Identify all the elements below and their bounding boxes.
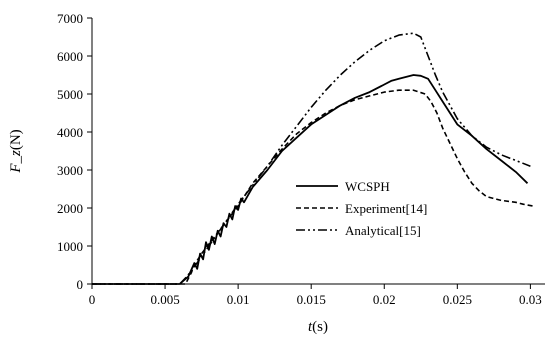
y-tick-label: 1000 <box>57 239 83 254</box>
y-tick-label: 2000 <box>57 201 83 216</box>
legend-label: Analytical[15] <box>345 223 421 238</box>
x-tick-label: 0.01 <box>227 292 250 307</box>
x-tick-label: 0.005 <box>150 292 179 307</box>
y-ticks: 0 1000 2000 3000 4000 5000 6000 7000 <box>57 11 92 292</box>
x-axis-unit: (s) <box>312 319 328 335</box>
series-line-2 <box>92 89 534 285</box>
series-line-3 <box>92 32 531 285</box>
x-tick-label: 0.02 <box>373 292 396 307</box>
x-tick-label: 0.025 <box>443 292 472 307</box>
y-axis-unit: (N) <box>8 129 24 150</box>
y-axis-title: F_z(N) <box>8 129 24 173</box>
y-tick-label: 6000 <box>57 49 83 64</box>
y-axis-symbol: F_z <box>8 150 24 174</box>
x-axis-title: t(s) <box>308 319 328 335</box>
x-tick-label: 0 <box>89 292 96 307</box>
y-tick-label: 7000 <box>57 11 83 26</box>
y-tick-label: 3000 <box>57 163 83 178</box>
legend: WCSPH Experiment[14] Analytical[15] <box>296 179 427 238</box>
legend-label: WCSPH <box>345 179 390 194</box>
x-tick-label: 0.015 <box>297 292 326 307</box>
series-layer <box>92 32 534 285</box>
y-tick-label: 4000 <box>57 125 83 140</box>
legend-label: Experiment[14] <box>345 201 427 216</box>
y-tick-label: 0 <box>77 277 84 292</box>
x-axis-symbol: t <box>308 319 313 335</box>
x-ticks: 0 0.005 0.01 0.015 0.02 0.025 0.03 <box>89 284 542 307</box>
series-line-1 <box>92 74 529 285</box>
plot-area <box>91 18 545 285</box>
x-tick-label: 0.03 <box>519 292 542 307</box>
y-tick-label: 5000 <box>57 87 83 102</box>
